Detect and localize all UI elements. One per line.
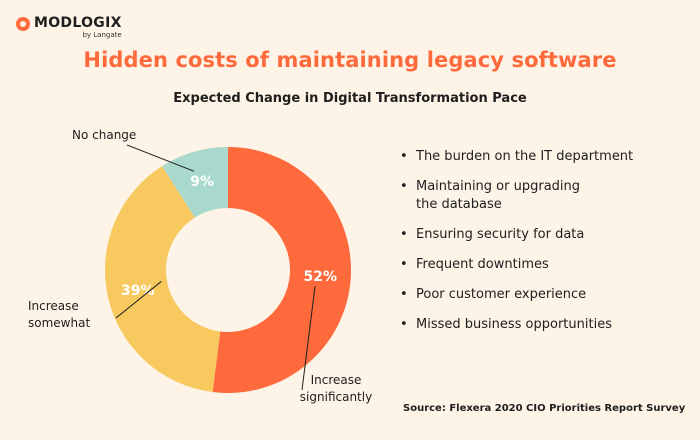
bullet-item: • Missed business opportunities (400, 316, 633, 334)
leader-line (126, 144, 195, 172)
bullet-dot-icon: • (400, 287, 408, 302)
bullet-text: Poor customer experience (416, 287, 587, 302)
bullet-text: Frequent downtimes (416, 257, 549, 272)
bullet-dot-icon: • (400, 257, 408, 272)
data-label: 39% (121, 283, 155, 299)
brand-tagline: by Langate (82, 31, 122, 39)
bullet-text: Ensuring security for data (416, 227, 585, 242)
bullet-text: Maintaining or upgrading the database (416, 179, 581, 212)
bullet-item: • Frequent downtimes (400, 256, 633, 274)
bullet-list: • The burden on the IT department • Maintai… (400, 148, 633, 346)
leader-line (301, 286, 316, 391)
chart-title: Expected Change in Digital Transformatio… (173, 91, 527, 106)
leader-line (115, 281, 162, 319)
page-title: Hidden costs of maintaining legacy softw… (83, 48, 617, 72)
bullet-item: • Ensuring security for data (400, 226, 633, 244)
donut-slice-increase-somewhat (105, 166, 221, 393)
bullet-dot-icon: • (400, 179, 408, 194)
bullet-text: Missed business opportunities (416, 317, 612, 332)
bullet-dot-icon: • (400, 149, 408, 164)
data-label: 9% (190, 174, 214, 190)
category-label: Increase significantly (300, 373, 372, 404)
bullet-dot-icon: • (400, 317, 408, 332)
bullet-item: • The burden on the IT department (400, 148, 633, 166)
brand-logo: MODLOGIX by Langate (16, 16, 122, 39)
logo-icon (16, 17, 30, 31)
source-note: Source: Flexera 2020 CIO Priorities Repo… (403, 403, 686, 414)
bullet-item: • Maintaining or upgrading the database (400, 178, 633, 214)
brand-name: MODLOGIX (34, 15, 122, 31)
bullet-text: The burden on the IT department (416, 149, 634, 164)
bullet-item: • Poor customer experience (400, 286, 633, 304)
bullet-dot-icon: • (400, 227, 408, 242)
data-label: 52% (304, 269, 338, 285)
category-label: No change (72, 128, 136, 142)
category-label: Increase somewhat (28, 299, 90, 330)
donut-slice-increase-significantly (212, 147, 351, 393)
